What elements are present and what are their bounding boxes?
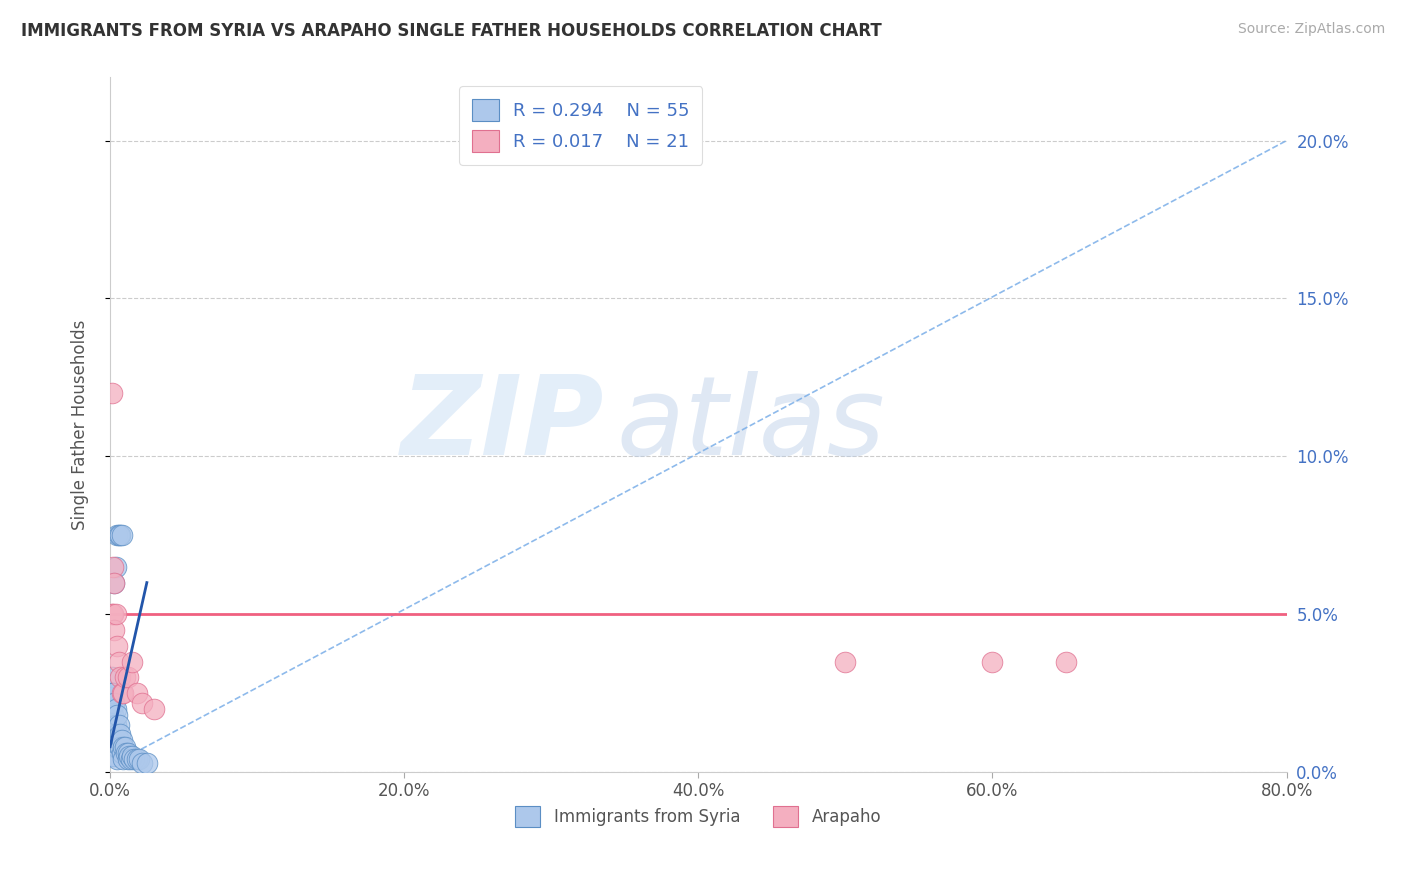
Point (114, 739, 136, 754)
Point (117, 746, 139, 760)
Point (107, 739, 129, 754)
Point (111, 733, 134, 747)
Point (100, 717, 122, 731)
Point (122, 752, 145, 766)
Point (112, 686, 135, 700)
Point (111, 686, 134, 700)
Point (120, 752, 142, 766)
Legend: Immigrants from Syria, Arapaho: Immigrants from Syria, Arapaho (509, 799, 889, 833)
Point (98, 686, 121, 700)
Point (107, 727, 129, 741)
Point (108, 655, 131, 669)
Point (101, 739, 124, 754)
Point (103, 733, 125, 747)
Point (104, 559, 127, 574)
Point (103, 717, 125, 731)
Point (100, 708, 122, 723)
Point (104, 739, 127, 754)
Point (118, 749, 141, 764)
Point (121, 655, 143, 669)
Point (125, 686, 148, 700)
Point (100, 670, 122, 684)
Text: Source: ZipAtlas.com: Source: ZipAtlas.com (1237, 22, 1385, 37)
Point (101, 559, 124, 574)
Point (135, 756, 157, 770)
Point (104, 717, 127, 731)
Point (981, 655, 1004, 669)
Point (100, 739, 122, 754)
Point (108, 733, 131, 747)
Point (834, 655, 856, 669)
Point (100, 733, 122, 747)
Point (117, 670, 139, 684)
Point (107, 752, 129, 766)
Point (1054, 655, 1077, 669)
Point (103, 623, 125, 637)
Point (104, 607, 127, 622)
Point (101, 708, 124, 723)
Point (100, 696, 122, 710)
Text: atlas: atlas (616, 371, 884, 478)
Point (101, 727, 124, 741)
Point (108, 717, 131, 731)
Point (101, 686, 124, 700)
Point (107, 528, 129, 542)
Text: IMMIGRANTS FROM SYRIA VS ARAPAHO SINGLE FATHER HOUSEHOLDS CORRELATION CHART: IMMIGRANTS FROM SYRIA VS ARAPAHO SINGLE … (21, 22, 882, 40)
Point (100, 686, 122, 700)
Point (131, 696, 153, 710)
Point (111, 528, 134, 542)
Point (103, 575, 125, 590)
Point (112, 739, 135, 754)
Point (100, 717, 122, 731)
Point (100, 727, 122, 741)
Point (100, 702, 122, 716)
Text: ZIP: ZIP (401, 371, 605, 478)
Point (100, 733, 122, 747)
Point (117, 752, 139, 766)
Point (104, 702, 127, 716)
Point (103, 696, 125, 710)
Point (103, 575, 125, 590)
Point (111, 746, 134, 760)
Point (100, 386, 122, 401)
Point (110, 727, 132, 741)
Point (128, 752, 150, 766)
Point (112, 752, 135, 766)
Point (131, 756, 153, 770)
Point (110, 670, 132, 684)
Point (110, 528, 132, 542)
Point (143, 702, 166, 716)
Point (114, 670, 136, 684)
Point (100, 702, 122, 716)
Point (115, 746, 138, 760)
Point (100, 749, 122, 764)
Y-axis label: Single Father Households: Single Father Households (72, 319, 89, 530)
Point (103, 749, 125, 764)
Point (100, 607, 122, 622)
Point (108, 528, 131, 542)
Point (101, 607, 124, 622)
Point (107, 708, 129, 723)
Point (107, 639, 129, 653)
Point (121, 749, 143, 764)
Point (110, 739, 132, 754)
Point (125, 752, 148, 766)
